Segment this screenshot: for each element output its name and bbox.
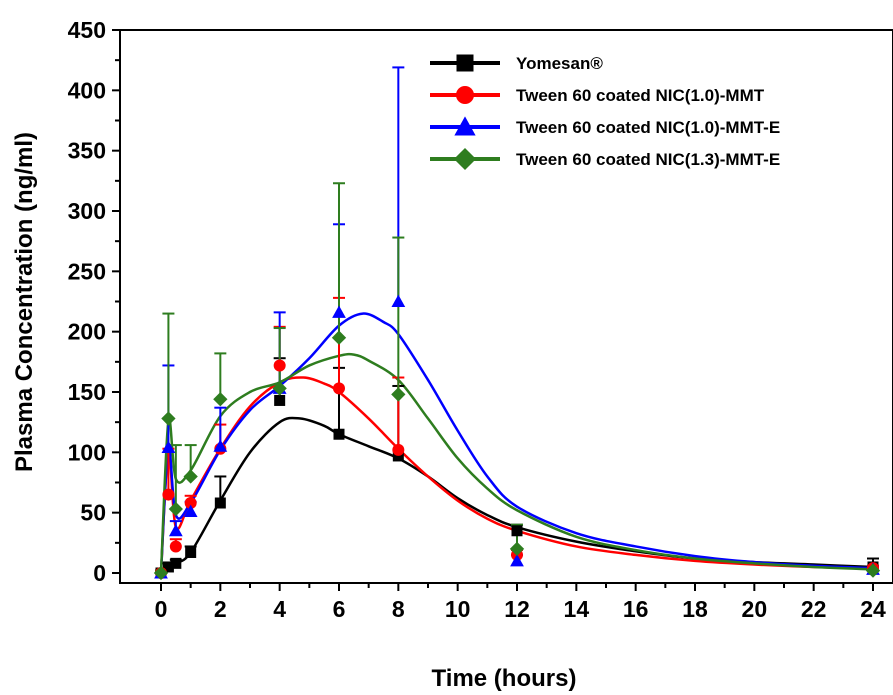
- x-tick-label: 22: [801, 596, 827, 622]
- data-point: [213, 392, 228, 407]
- y-tick-label: 250: [68, 258, 106, 284]
- data-point: [162, 488, 175, 501]
- x-tick-label: 24: [860, 596, 886, 622]
- legend: Yomesan® Tween 60 coated NIC(1.0)-MMT Twee…: [430, 54, 780, 171]
- data-point: [213, 439, 228, 452]
- data-point: [169, 540, 182, 553]
- x-tick-label: 6: [333, 596, 346, 622]
- data-point: [865, 563, 881, 578]
- y-tick-label: 350: [68, 138, 106, 164]
- x-tick-label: 20: [742, 596, 768, 622]
- data-point: [272, 381, 287, 396]
- data-point: [331, 330, 347, 345]
- legend-label: Tween 60 coated NIC(1.3)-MMT-E: [516, 150, 780, 169]
- data-point: [273, 359, 286, 372]
- legend-marker: [456, 54, 474, 72]
- x-tick-label: 10: [445, 596, 471, 622]
- x-tick-label: 18: [682, 596, 708, 622]
- x-tick-label: 2: [214, 596, 227, 622]
- data-point: [391, 387, 406, 402]
- x-tick-label: 4: [273, 596, 286, 622]
- data-markers: [153, 294, 881, 581]
- y-tick-label: 450: [68, 17, 106, 43]
- data-point: [214, 497, 226, 509]
- data-point: [392, 443, 405, 456]
- data-point: [509, 541, 525, 557]
- x-axis-title: Time (hours): [432, 665, 577, 692]
- data-point: [510, 554, 524, 567]
- data-point: [161, 440, 176, 454]
- legend-marker: [456, 86, 474, 104]
- data-point: [168, 501, 183, 517]
- data-point: [168, 523, 183, 537]
- x-tick-label: 14: [564, 596, 590, 622]
- y-tick-label: 50: [80, 500, 106, 526]
- y-tick-label: 150: [68, 379, 106, 405]
- axes: 0 2 4 6 8 10 12 14 16 18 20 22 240501001502002503003…: [68, 17, 886, 622]
- data-point: [183, 504, 198, 517]
- data-point: [332, 305, 346, 318]
- legend-label: Tween 60 coated NIC(1.0)-MMT-E: [516, 118, 780, 137]
- error-bars: [155, 66, 879, 573]
- data-point: [153, 565, 169, 581]
- data-point: [274, 394, 286, 406]
- legend-label: Yomesan®: [516, 54, 603, 73]
- data-point: [183, 469, 198, 484]
- data-point: [333, 428, 345, 440]
- plot-frame: [119, 29, 893, 584]
- y-tick-label: 400: [68, 77, 106, 103]
- data-point: [185, 546, 197, 558]
- y-tick-label: 200: [68, 319, 106, 345]
- data-point: [184, 497, 197, 510]
- y-tick-label: 0: [93, 560, 106, 586]
- legend-marker: [454, 116, 476, 136]
- data-point: [161, 411, 176, 426]
- data-point: [392, 450, 404, 462]
- data-point: [170, 557, 182, 569]
- data-point: [391, 294, 406, 307]
- legend-label: Tween 60 coated NIC(1.0)-MMT: [516, 86, 765, 105]
- data-point: [162, 561, 174, 573]
- y-tick-label: 300: [68, 198, 106, 224]
- x-tick-label: 16: [623, 596, 649, 622]
- y-tick-label: 100: [68, 439, 106, 465]
- data-point: [511, 525, 523, 537]
- x-tick-label: 12: [504, 596, 530, 622]
- legend-marker: [453, 147, 477, 171]
- x-tick-label: 0: [155, 596, 168, 622]
- x-tick-label: 8: [392, 596, 405, 622]
- data-point: [333, 382, 345, 395]
- y-axis-title: Plasma Concentration (ng/ml): [11, 132, 38, 472]
